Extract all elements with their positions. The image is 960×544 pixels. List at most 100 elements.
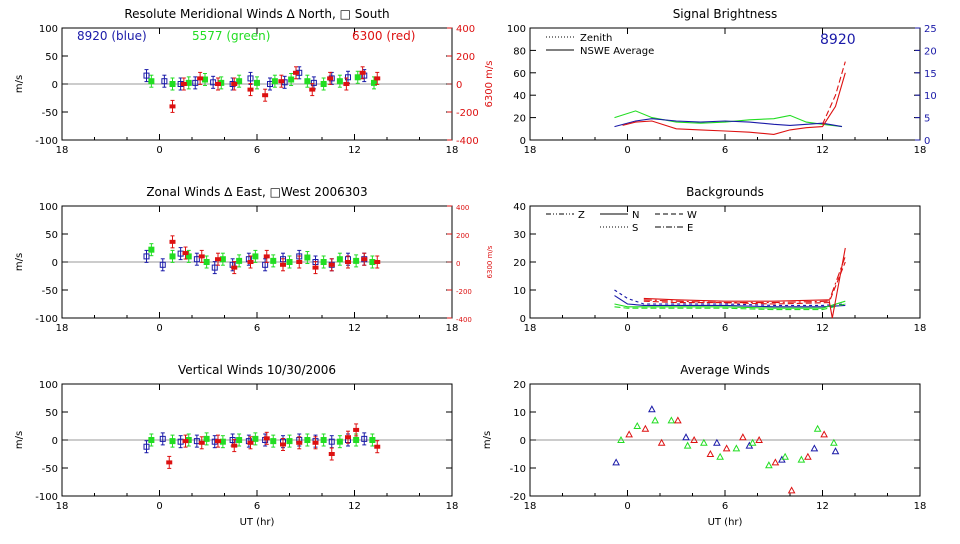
data-point-red: [262, 93, 269, 98]
y-tick-label: -50: [42, 286, 58, 297]
data-point-green: [667, 416, 676, 424]
x-tick-label: 18: [446, 145, 459, 156]
data-point-green: [336, 256, 343, 263]
series-line-red: [643, 256, 846, 304]
y-tick-label: -100: [35, 314, 58, 325]
data-point-blue: [682, 433, 690, 441]
y-tick-label: 0: [52, 258, 58, 269]
data-point-blue: [211, 264, 218, 271]
y-tick-label: 20: [513, 114, 526, 125]
x-tick-label: 18: [446, 501, 459, 512]
data-point-red: [361, 257, 368, 262]
y2-tick-label: -400: [456, 316, 472, 324]
data-point-green: [286, 438, 293, 445]
data-point-blue: [328, 438, 335, 445]
x-tick-label: 18: [56, 501, 69, 512]
legend-label: NSWE Average: [580, 46, 654, 57]
data-point-red: [804, 452, 812, 460]
data-point-blue: [247, 75, 254, 82]
y-axis-label: m/s: [14, 431, 25, 449]
y2-axis-label: 6300 m/s: [486, 245, 494, 278]
data-point-blue: [159, 435, 166, 442]
data-point-red: [247, 87, 254, 92]
y2-tick-label: 10: [924, 91, 937, 102]
data-point-red: [231, 265, 238, 270]
data-point-blue: [143, 443, 150, 450]
y2-tick-label: 0: [924, 136, 930, 147]
x-tick-label: 12: [348, 145, 361, 156]
data-point-green: [651, 416, 659, 424]
y-tick-label: 50: [45, 52, 58, 63]
data-point-red: [625, 430, 633, 438]
data-point-red: [328, 452, 335, 456]
data-point-blue: [648, 405, 656, 413]
x-tick-label: 0: [624, 501, 630, 512]
x-tick-label: 0: [156, 323, 162, 334]
data-point-red: [263, 254, 270, 259]
x-tick-label: 12: [816, 501, 829, 512]
chart-title: Vertical Winds 10/30/2006: [178, 363, 336, 377]
data-point-red: [353, 427, 360, 432]
y2-tick-label: -200: [456, 288, 472, 296]
legend-label: W: [687, 210, 697, 221]
x-tick-label: 12: [348, 501, 361, 512]
series-line-blue: [614, 295, 846, 308]
data-point-red: [296, 260, 303, 264]
label-6300: 6300 (red): [352, 29, 415, 43]
y-tick-label: -100: [35, 492, 58, 503]
data-point-red: [328, 262, 335, 267]
data-point-blue: [831, 447, 840, 455]
data-point-red: [296, 440, 303, 445]
data-point-green: [203, 435, 210, 442]
data-point-green: [148, 437, 155, 443]
series-line-blue: [614, 289, 846, 306]
data-point-red: [231, 82, 238, 86]
data-point-blue: [159, 261, 166, 268]
x-tick-label: 0: [624, 145, 630, 156]
y-tick-label: 100: [39, 380, 58, 391]
y-tick-label: 0: [520, 314, 526, 325]
data-point-green: [304, 254, 311, 261]
y-tick-label: 20: [513, 380, 526, 391]
legend-label: S: [632, 223, 638, 234]
y-tick-label: 100: [39, 202, 58, 213]
data-point-green: [336, 438, 343, 445]
y2-tick-label: -400: [456, 136, 479, 147]
y-tick-label: 0: [520, 436, 526, 447]
series-line-red: [643, 261, 846, 305]
x-tick-label: 6: [254, 323, 260, 334]
data-point-green: [270, 438, 277, 445]
chart-title: Average Winds: [680, 363, 770, 377]
x-tick-label: 18: [914, 323, 927, 334]
data-point-blue: [310, 79, 317, 86]
data-point-green: [202, 76, 208, 83]
legend-label: Zenith: [580, 33, 612, 44]
data-point-blue: [143, 72, 150, 79]
data-point-red: [180, 82, 187, 86]
data-point-green: [169, 438, 176, 445]
data-point-green: [219, 438, 226, 445]
data-point-red: [198, 440, 205, 445]
data-point-green: [813, 424, 822, 432]
legend-label: Z: [578, 210, 585, 221]
data-point-red: [787, 486, 796, 494]
y-axis-label: m/s: [14, 75, 25, 93]
data-point-red: [345, 260, 351, 264]
data-point-green: [169, 81, 176, 87]
series-line-red: [821, 61, 846, 125]
data-point-red: [359, 70, 366, 75]
y-tick-label: 60: [513, 69, 526, 80]
data-point-red: [374, 260, 381, 264]
x-tick-label: 6: [254, 501, 260, 512]
y2-axis-label: 6300 m/s: [484, 61, 495, 108]
y-tick-label: 100: [507, 24, 526, 35]
data-point-green: [236, 78, 243, 85]
data-point-blue: [192, 79, 199, 86]
x-tick-label: 18: [914, 145, 927, 156]
data-point-green: [354, 74, 361, 81]
data-point-red: [820, 430, 828, 438]
x-tick-label: 6: [722, 145, 728, 156]
y-tick-label: -100: [35, 136, 58, 147]
data-point-blue: [361, 435, 368, 442]
